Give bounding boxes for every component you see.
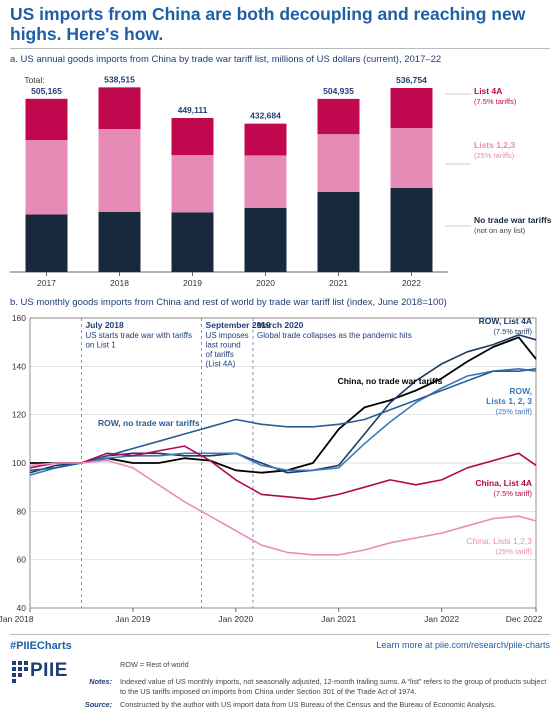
- annotation-title: March 2020: [257, 320, 304, 330]
- legend-sublabel: (7.5% tariffs): [474, 97, 517, 106]
- series-label: China, List 4A: [475, 478, 532, 488]
- y-tick-label: 80: [17, 506, 27, 516]
- total-data-label: 538,515: [104, 74, 135, 84]
- annotation-text: US starts trade war with tariffs: [85, 331, 192, 340]
- legend-label: List 4A: [474, 86, 502, 96]
- series-sublabel: (7.5% tariff): [493, 327, 532, 336]
- total-data-label: 432,684: [250, 111, 281, 121]
- bar-segment: [390, 87, 433, 128]
- series-sublabel: (25% tariff): [495, 407, 532, 416]
- series-sublabel: (7.5% tariff): [493, 489, 532, 498]
- x-tick-label: Jan 2018: [0, 614, 34, 624]
- panel-b-subhead: b. US monthly goods imports from China a…: [10, 297, 447, 308]
- x-tick-label: Jan 2020: [218, 614, 253, 624]
- series-line: [29, 334, 537, 474]
- bar-segment: [244, 207, 287, 272]
- bar-segment: [317, 191, 360, 272]
- title-divider: [10, 48, 550, 49]
- x-tick-label: Jan 2019: [115, 614, 150, 624]
- hashtag-link[interactable]: #PIIECharts: [10, 640, 72, 652]
- bar-segment: [317, 134, 360, 192]
- x-tick-label: 2020: [256, 278, 275, 288]
- total-data-label: 504,935: [323, 86, 354, 96]
- legend-sublabel: (not on any list): [474, 226, 526, 235]
- x-tick-label: 2017: [37, 278, 56, 288]
- series-label: Lists 1, 2, 3: [486, 396, 532, 406]
- bar-segment: [244, 123, 287, 156]
- bar-segment: [390, 188, 433, 272]
- bar-segment: [171, 155, 214, 213]
- panel-a-subhead: a. US annual goods imports from China by…: [10, 54, 442, 65]
- line-chart: 40 60 80 100 120 140 160 Jan 2018 Jan 2019 Jan 20…: [0, 313, 543, 624]
- bar-segment: [98, 129, 141, 212]
- annotation-text: last round: [206, 341, 241, 350]
- x-tick-label: 2018: [110, 278, 129, 288]
- notes-label: Notes:: [89, 677, 112, 686]
- piie-logo-icon: [12, 661, 28, 683]
- annotation-text: Global trade collapses as the pandemic h…: [257, 331, 412, 340]
- y-tick-label: 140: [12, 361, 26, 371]
- x-tick-label: 2022: [402, 278, 421, 288]
- series-label: China, no trade war tariffs: [338, 376, 443, 386]
- annotation-title: September 2019: [206, 320, 271, 330]
- series-label: China, Lists 1,2,3: [466, 536, 532, 546]
- footer-divider: [10, 634, 550, 635]
- annotation-text: of tariffs: [206, 350, 234, 359]
- learn-more-link[interactable]: Learn more at piie.com/research/piie-cha…: [376, 640, 550, 650]
- x-tick-label: Jan 2021: [321, 614, 356, 624]
- bar-segment: [390, 128, 433, 188]
- y-tick-label: 160: [12, 313, 26, 323]
- x-tick-label: 2021: [329, 278, 348, 288]
- series-line: [29, 367, 537, 476]
- annotation-title: July 2018: [85, 320, 124, 330]
- series-sublabel: (25% tariff): [495, 547, 532, 556]
- y-tick-label: 60: [17, 555, 27, 565]
- series-label: ROW,: [509, 386, 532, 396]
- total-data-label: 449,111: [178, 105, 208, 115]
- legend-sublabel: (25% tariffs): [474, 151, 515, 160]
- x-tick-label: Dec 2022: [506, 614, 543, 624]
- piie-logo-text: PIIE: [30, 660, 68, 681]
- source-text: Constructed by the author with US import…: [120, 700, 496, 709]
- total-data-label: 536,754: [396, 75, 427, 85]
- bar-segment: [25, 214, 68, 272]
- bar-segment: [25, 140, 68, 215]
- legend-label: No trade war tariffs: [474, 215, 552, 225]
- y-tick-label: 40: [17, 603, 27, 613]
- total-data-label: 505,165: [31, 86, 62, 96]
- chart-title: US imports from China are both decouplin…: [10, 4, 526, 44]
- bar-segment: [171, 118, 214, 156]
- series-line: [29, 459, 537, 556]
- row-definition: ROW = Rest of world: [120, 660, 189, 669]
- source-label: Source:: [84, 700, 112, 709]
- x-tick-label: Jan 2022: [424, 614, 459, 624]
- bar-segment: [98, 212, 141, 272]
- annotation-text: on List 1: [85, 341, 116, 350]
- y-tick-label: 100: [12, 458, 26, 468]
- annotation-text: US imposes: [206, 331, 249, 340]
- y-tick-label: 120: [12, 410, 26, 420]
- total-label: Total:: [24, 75, 44, 85]
- bar-segment: [25, 98, 68, 140]
- bar-segment: [317, 98, 360, 135]
- series-label: ROW, List 4A: [479, 316, 532, 326]
- x-tick-label: 2019: [183, 278, 202, 288]
- series-line: [30, 336, 537, 474]
- bar-segment: [98, 87, 141, 130]
- series-label: ROW, no trade war tariffs: [98, 418, 200, 428]
- notes-text: Indexed value of US monthly imports, not…: [120, 677, 547, 696]
- legend-label: Lists 1,2,3: [474, 140, 515, 150]
- annotation-text: (List 4A): [206, 360, 236, 369]
- bar-segment: [244, 155, 287, 208]
- series-line: [29, 445, 537, 501]
- bar-segment: [171, 212, 214, 272]
